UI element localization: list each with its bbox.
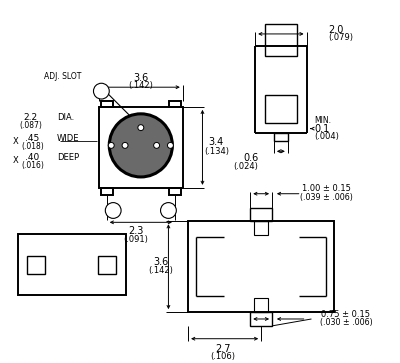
Bar — [101, 101, 113, 107]
Text: 2.3: 2.3 — [128, 226, 144, 236]
Text: 0.6: 0.6 — [243, 153, 258, 163]
Text: (.106): (.106) — [210, 352, 235, 361]
Text: (.024): (.024) — [233, 162, 258, 171]
Bar — [18, 234, 126, 295]
Text: X: X — [13, 156, 18, 165]
Text: MIN.: MIN. — [314, 116, 332, 125]
Text: (.016): (.016) — [21, 160, 44, 170]
Circle shape — [154, 142, 160, 148]
Bar — [254, 298, 268, 312]
Circle shape — [105, 203, 121, 219]
Text: 2.0: 2.0 — [328, 25, 344, 35]
Text: (.030 ± .006): (.030 ± .006) — [320, 318, 372, 327]
Circle shape — [108, 142, 114, 148]
Text: ADJ. SLOT: ADJ. SLOT — [44, 72, 82, 81]
Text: .40: .40 — [25, 153, 40, 162]
Text: (.079): (.079) — [328, 33, 353, 42]
Text: .45: .45 — [25, 134, 40, 143]
Bar — [99, 107, 183, 188]
Text: (.091): (.091) — [124, 234, 148, 244]
Text: (.018): (.018) — [21, 142, 44, 151]
Circle shape — [160, 203, 176, 219]
Text: WIDE: WIDE — [57, 134, 80, 143]
Circle shape — [138, 125, 144, 131]
Bar — [101, 188, 113, 195]
Text: 2: 2 — [98, 86, 104, 96]
Circle shape — [122, 142, 128, 148]
Text: DIA.: DIA. — [57, 113, 74, 122]
Bar — [169, 101, 181, 107]
Text: X: X — [13, 137, 18, 146]
Bar — [265, 95, 297, 123]
Text: (.087): (.087) — [19, 121, 42, 130]
Text: 3.6: 3.6 — [153, 257, 168, 267]
Text: 0.75 ± 0.15: 0.75 ± 0.15 — [322, 310, 370, 319]
Bar — [169, 188, 181, 195]
Text: 2.7: 2.7 — [215, 343, 230, 354]
Bar — [265, 24, 297, 56]
Bar — [274, 132, 288, 142]
Bar — [27, 256, 45, 274]
Text: (.142): (.142) — [128, 81, 153, 90]
Text: 1.00 ± 0.15: 1.00 ± 0.15 — [302, 184, 351, 193]
Text: (.039 ± .006): (.039 ± .006) — [300, 193, 353, 202]
Text: 0.1: 0.1 — [314, 124, 330, 134]
Text: DEEP: DEEP — [57, 153, 79, 162]
Text: 3: 3 — [110, 205, 116, 216]
Text: (.004): (.004) — [314, 132, 339, 141]
Text: 1: 1 — [165, 205, 172, 216]
Bar — [254, 221, 268, 235]
Circle shape — [94, 83, 109, 99]
Text: 2.2: 2.2 — [23, 113, 38, 122]
Circle shape — [168, 142, 173, 148]
Text: 3.4: 3.4 — [209, 138, 224, 147]
Bar — [188, 221, 334, 312]
Text: (.134): (.134) — [204, 147, 229, 156]
Bar — [98, 256, 116, 274]
Bar — [250, 312, 272, 326]
Text: 3.6: 3.6 — [133, 73, 148, 83]
Circle shape — [109, 114, 172, 177]
Bar — [250, 208, 272, 221]
Text: (.142): (.142) — [148, 266, 173, 275]
